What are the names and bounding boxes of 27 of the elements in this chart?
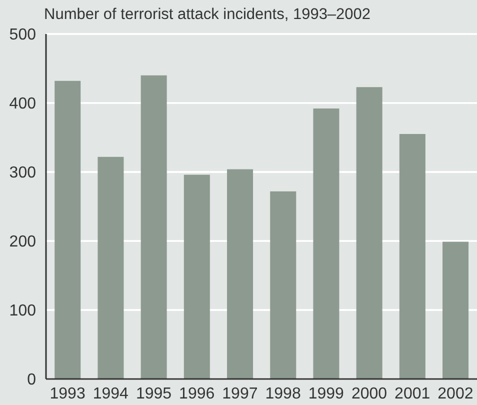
x-tick-label: 1995: [136, 385, 172, 402]
bar: [140, 75, 167, 379]
y-tick-label: 300: [9, 164, 36, 182]
y-tick-label: 200: [9, 234, 36, 251]
bar: [227, 169, 254, 379]
x-tick-label: 1994: [92, 385, 129, 402]
x-tick-label: 1998: [265, 385, 301, 402]
bar: [442, 242, 469, 379]
bar: [184, 174, 210, 379]
x-tick-label: 2000: [351, 385, 388, 402]
bar: [270, 191, 296, 379]
x-tick-label: 1996: [179, 385, 215, 402]
y-tick-label: 400: [9, 96, 36, 113]
x-tick-label: 2001: [394, 385, 430, 402]
y-tick-label: 0: [27, 372, 36, 389]
bar: [98, 156, 124, 379]
y-tick-label: 500: [9, 26, 36, 44]
x-tick-label: 2002: [438, 385, 474, 402]
bar: [54, 80, 81, 379]
bar: [356, 87, 382, 379]
x-tick-label: 1999: [308, 385, 344, 402]
chart-title: Number of terrorist attack incidents, 1993–2002: [44, 6, 371, 24]
bar: [399, 134, 426, 379]
y-tick-label: 100: [9, 302, 36, 320]
x-tick-label: 1997: [222, 385, 258, 402]
bar: [313, 108, 340, 379]
x-tick-label: 1993: [50, 385, 86, 402]
